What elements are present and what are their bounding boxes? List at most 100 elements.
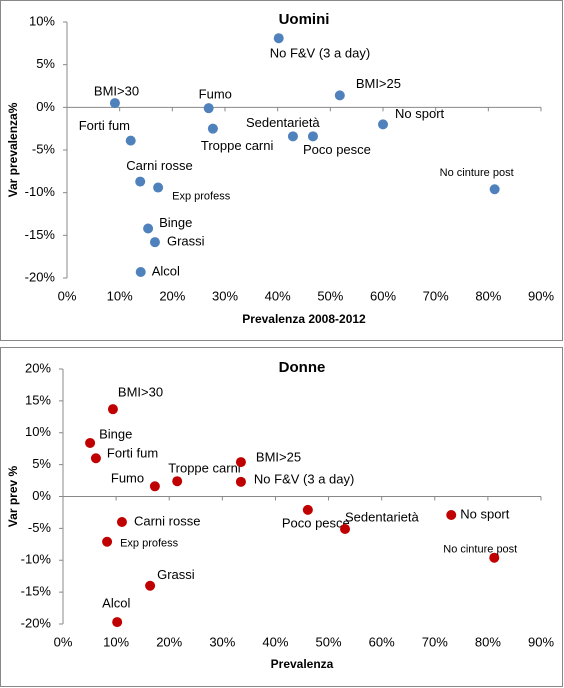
y-tick-label: 5% bbox=[36, 56, 55, 71]
point bbox=[90, 453, 101, 464]
point-label: Poco pesce bbox=[282, 515, 350, 530]
point-label: Fumo bbox=[111, 471, 144, 486]
y-tick-label: 10% bbox=[29, 13, 55, 28]
point-label: Carni rosse bbox=[134, 513, 200, 528]
point bbox=[378, 119, 388, 130]
y-tick-label: 20% bbox=[25, 360, 51, 375]
point bbox=[172, 476, 183, 487]
point-label: Grassi bbox=[167, 234, 205, 249]
point-label: No sport bbox=[395, 106, 445, 121]
point-label: BMI>25 bbox=[256, 450, 301, 465]
point-label: BMI>30 bbox=[94, 84, 139, 99]
x-tick-label: 50% bbox=[316, 634, 342, 649]
x-tick-label: 30% bbox=[212, 288, 238, 303]
point bbox=[149, 481, 160, 492]
y-axis-title: Var prev % bbox=[6, 465, 20, 527]
point-label: Alcol bbox=[152, 263, 180, 278]
x-tick-label: 50% bbox=[317, 288, 343, 303]
point-label: Fumo bbox=[199, 87, 232, 102]
x-tick-label: 40% bbox=[265, 288, 291, 303]
point-label: Grassi bbox=[157, 567, 195, 582]
x-tick-label: 80% bbox=[475, 634, 501, 649]
point-label: Forti fum bbox=[107, 446, 158, 461]
chart-title: Uomini bbox=[279, 11, 330, 28]
point bbox=[273, 33, 284, 44]
y-tick-label: -5% bbox=[32, 141, 56, 156]
y-tick-label: -10% bbox=[25, 184, 56, 199]
x-axis-title: Prevalenza 2008-2012 bbox=[242, 312, 366, 326]
y-tick-label: 0% bbox=[36, 99, 55, 114]
y-tick-label: -20% bbox=[25, 269, 56, 284]
chart-frame bbox=[0, 0, 563, 341]
point-label: No sport bbox=[460, 506, 510, 521]
x-tick-label: 30% bbox=[209, 634, 235, 649]
x-tick-label: 60% bbox=[369, 634, 395, 649]
y-tick-label: -10% bbox=[21, 552, 52, 567]
point bbox=[235, 457, 246, 468]
x-tick-label: 90% bbox=[528, 634, 554, 649]
point bbox=[489, 184, 500, 195]
point-label: Forti fum bbox=[79, 118, 130, 133]
point-label: Alcol bbox=[102, 596, 130, 611]
y-tick-label: 10% bbox=[25, 424, 51, 439]
point bbox=[85, 437, 96, 448]
point bbox=[307, 131, 318, 142]
point bbox=[145, 580, 156, 591]
x-tick-label: 40% bbox=[262, 634, 288, 649]
point bbox=[287, 131, 298, 142]
point bbox=[143, 223, 154, 234]
y-axis-title: Var prevalenza% bbox=[6, 102, 20, 197]
point bbox=[207, 123, 218, 134]
y-tick-label: 5% bbox=[32, 456, 51, 471]
point bbox=[153, 182, 164, 193]
x-tick-label: 60% bbox=[370, 288, 396, 303]
point-label: Sedentarietà bbox=[246, 115, 320, 130]
point-label: Binge bbox=[99, 426, 132, 441]
point-label: Exp profess bbox=[120, 538, 179, 550]
point bbox=[340, 524, 351, 535]
y-tick-label: 0% bbox=[32, 488, 51, 503]
y-tick-label: -20% bbox=[21, 615, 52, 630]
x-tick-label: 0% bbox=[54, 634, 73, 649]
x-tick-label: 70% bbox=[423, 288, 449, 303]
point-label: Carni rosse bbox=[126, 158, 192, 173]
point bbox=[112, 617, 123, 628]
point bbox=[135, 267, 146, 278]
x-tick-label: 90% bbox=[528, 288, 554, 303]
point-label: BMI>30 bbox=[118, 385, 163, 400]
x-tick-label: 20% bbox=[156, 634, 182, 649]
x-tick-label: 10% bbox=[107, 288, 133, 303]
chart-title: Donne bbox=[279, 359, 326, 376]
x-tick-label: 80% bbox=[475, 288, 501, 303]
point bbox=[446, 509, 457, 520]
point-label: No cinture post bbox=[443, 544, 517, 556]
point-label: No cinture post bbox=[440, 167, 514, 179]
point bbox=[489, 552, 500, 563]
point bbox=[135, 176, 146, 187]
y-tick-label: -5% bbox=[28, 520, 52, 535]
y-tick-label: 15% bbox=[25, 392, 51, 407]
point-label: Poco pesce bbox=[303, 142, 371, 157]
point-label: No F&V (3 a day) bbox=[254, 471, 354, 486]
point-label: Sedentarietà bbox=[345, 509, 419, 524]
point-label: Troppe carni bbox=[168, 461, 241, 476]
x-tick-label: 20% bbox=[159, 288, 185, 303]
point bbox=[235, 476, 246, 487]
point bbox=[302, 504, 313, 515]
point bbox=[203, 103, 214, 114]
point-label: No F&V (3 a day) bbox=[270, 46, 370, 61]
point bbox=[334, 90, 345, 101]
y-tick-label: -15% bbox=[21, 584, 52, 599]
x-tick-label: 10% bbox=[103, 634, 129, 649]
point bbox=[149, 237, 160, 248]
point bbox=[116, 517, 127, 527]
point bbox=[107, 404, 118, 415]
point-label: BMI>25 bbox=[356, 76, 401, 91]
x-tick-label: 0% bbox=[58, 288, 77, 303]
chart-frame bbox=[0, 347, 563, 687]
x-axis-title: Prevalenza bbox=[271, 657, 334, 671]
point-label: Troppe carni bbox=[201, 138, 274, 153]
point bbox=[125, 135, 136, 146]
